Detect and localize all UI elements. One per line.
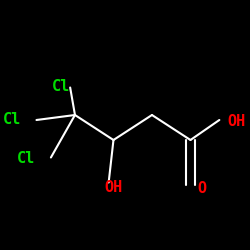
Text: OH: OH xyxy=(228,114,246,129)
Text: Cl: Cl xyxy=(2,112,21,128)
Text: Cl: Cl xyxy=(52,79,70,94)
Text: Cl: Cl xyxy=(17,151,35,166)
Text: OH: OH xyxy=(104,180,122,195)
Text: O: O xyxy=(198,181,207,196)
